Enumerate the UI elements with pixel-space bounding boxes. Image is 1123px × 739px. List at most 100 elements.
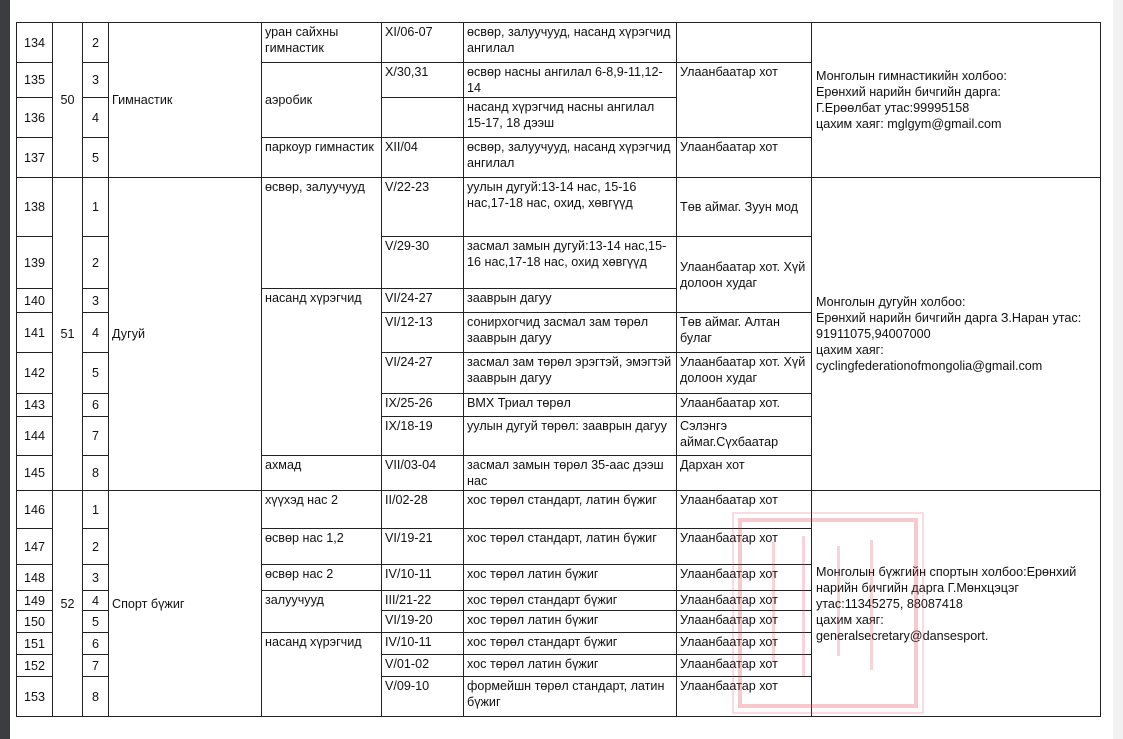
age-category: уран сайхны гимнастик bbox=[261, 22, 382, 63]
contact-line: Ерөнхий нарийн бичгийн дарга: bbox=[816, 85, 1001, 99]
federation-number: 50 bbox=[52, 22, 83, 178]
sub-number: 3 bbox=[82, 62, 109, 98]
competition-description: BMX Триал төрөл bbox=[463, 393, 677, 417]
competition-date: VI/19-21 bbox=[381, 528, 464, 565]
sub-number: 4 bbox=[82, 97, 109, 138]
age-category: өсвөр нас 2 bbox=[261, 564, 382, 591]
contact-line: Монголын дугуйн холбоо: bbox=[816, 295, 966, 309]
competition-schedule-table: 134 50 2 Гимнастик уран сайхны гимнастик XI/0… bbox=[16, 22, 1101, 717]
contact-line: Ерөнхий нарийн бичгийн дарга З.Наран ута… bbox=[816, 311, 1082, 325]
sub-number: 1 bbox=[82, 490, 109, 529]
age-category: залуучууд bbox=[261, 590, 382, 633]
competition-description: засмал замын дугуй:13-14 нас,15-16 нас,1… bbox=[463, 236, 677, 289]
row-number: 150 bbox=[16, 610, 53, 633]
competition-description: өсвөр, залуучууд, насанд хүрэгчид ангила… bbox=[463, 22, 677, 63]
sub-number: 2 bbox=[82, 528, 109, 565]
competition-description: өсвөр насны ангилал 6-8,9-11,12-14 bbox=[463, 62, 677, 98]
competition-location: Сэлэнгэ аймаг.Сүхбаатар bbox=[676, 416, 812, 456]
competition-date: XI/06-07 bbox=[381, 22, 464, 63]
sub-number: 3 bbox=[82, 564, 109, 591]
table-row: 147 2 өсвөр нас 1,2 VI/19-21 хос төрөл станд… bbox=[16, 528, 1101, 565]
competition-date: IX/18-19 bbox=[381, 416, 464, 456]
table-row: 146 52 1 Спорт бүжиг хүүхэд нас 2 II/02-28 хос… bbox=[16, 490, 1101, 717]
contact-line: утас:11345275, 88087418 bbox=[816, 596, 963, 611]
competition-location: Төв аймаг. Алтан булаг bbox=[676, 312, 812, 353]
age-category: насанд хүрэгчид bbox=[261, 288, 382, 456]
competition-description: сонирхогчид засмал зам төрөл зааврын даг… bbox=[463, 312, 677, 353]
row-number: 138 bbox=[16, 177, 53, 237]
age-category: өсвөр, залуучууд bbox=[261, 177, 382, 289]
federation-contact: Монголын дугуйн холбоо: Ерөнхий нарийн би… bbox=[811, 177, 1101, 491]
competition-location: Улаанбаатар хот bbox=[676, 610, 812, 633]
competition-date: VI/24-27 bbox=[381, 352, 464, 394]
competition-date: V/01-02 bbox=[381, 654, 464, 677]
competition-location: Улаанбаатар хот bbox=[676, 564, 812, 591]
competition-description: хос төрөл латин бүжиг bbox=[463, 654, 677, 677]
sub-number: 4 bbox=[82, 312, 109, 353]
competition-description: хос төрөл латин бүжиг bbox=[463, 564, 677, 591]
competition-location: Улаанбаатар хот bbox=[676, 632, 812, 655]
competition-location: Улаанбаатар хот bbox=[676, 528, 812, 565]
age-category: аэробик bbox=[261, 62, 382, 138]
sport-name: Дугуй bbox=[108, 177, 262, 491]
competition-date: VI/19-20 bbox=[381, 610, 464, 633]
viewer-left-edge bbox=[0, 0, 10, 739]
federation-number: 51 bbox=[52, 177, 83, 491]
sub-number: 3 bbox=[82, 288, 109, 313]
competition-date: III/21-22 bbox=[381, 590, 464, 611]
row-number: 136 bbox=[16, 97, 53, 138]
competition-date: V/22-23 bbox=[381, 177, 464, 237]
competition-date: V/29-30 bbox=[381, 236, 464, 289]
competition-date: II/02-28 bbox=[381, 490, 464, 529]
competition-date: IV/10-11 bbox=[381, 564, 464, 591]
competition-location: Төв аймаг. Зуун мод bbox=[676, 177, 812, 237]
competition-description: хос төрөл стандарт бүжиг bbox=[463, 590, 677, 611]
contact-line: цахим хаяг: bbox=[816, 612, 884, 627]
sub-number: 7 bbox=[82, 654, 109, 677]
contact-line: cyclingfederationofmongolia@gmail.com bbox=[816, 359, 1043, 373]
table-row: 141 4 VI/12-13 сонирхогчид засмал зам төрөл… bbox=[16, 312, 1101, 353]
contact-line: Г.Ерөөлбат утас:99995158 bbox=[816, 101, 970, 115]
competition-date: IV/10-11 bbox=[381, 632, 464, 655]
row-number: 149 bbox=[16, 590, 53, 611]
competition-description: засмал замын төрөл 35-аас дээш нас bbox=[463, 455, 677, 491]
contact-line: generalsecretary@dansesport. bbox=[816, 628, 989, 643]
table-row: 151 6 насанд хүрэгчид IV/10-11 хос төрөл ста… bbox=[16, 632, 1101, 717]
sub-number: 1 bbox=[82, 177, 109, 237]
competition-location: Улаанбаатар хот. bbox=[676, 393, 812, 417]
table-row: 148 3 өсвөр нас 2 IV/10-11 хос төрөл латин б… bbox=[16, 564, 1101, 591]
competition-description: өсвөр, залуучууд, насанд хүрэгчид ангила… bbox=[463, 137, 677, 178]
competition-date bbox=[381, 97, 464, 138]
competition-description: формейшн төрөл стандарт, латин бүжиг bbox=[463, 676, 677, 717]
table-row: 139 2 V/29-30 засмал замын дугуй:13-14 нас,… bbox=[16, 236, 1101, 313]
table-row: 136 4 насанд хүрэгчид насны ангилал 15-17,… bbox=[16, 97, 1101, 138]
sub-number: 8 bbox=[82, 455, 109, 491]
sub-number: 6 bbox=[82, 632, 109, 655]
competition-date: V/09-10 bbox=[381, 676, 464, 717]
table-row: 144 7 IX/18-19 уулын дугуй төрөл: зааврын д… bbox=[16, 416, 1101, 456]
contact-line: 91911075,94007000 bbox=[816, 327, 931, 341]
competition-description: хос төрөл латин бүжиг bbox=[463, 610, 677, 633]
sub-number: 4 bbox=[82, 590, 109, 611]
sub-number: 7 bbox=[82, 416, 109, 456]
competition-location: Дархан хот bbox=[676, 455, 812, 491]
contact-line: Монголын бүжгийн спортын холбоо:Ерөнхий bbox=[816, 564, 1077, 579]
sub-number: 5 bbox=[82, 352, 109, 394]
row-number: 143 bbox=[16, 393, 53, 417]
row-number: 141 bbox=[16, 312, 53, 353]
competition-location: Улаанбаатар хот. Хүй долоон худаг bbox=[676, 352, 812, 394]
competition-location bbox=[676, 22, 812, 63]
row-number: 146 bbox=[16, 490, 53, 529]
competition-location: Улаанбаатар хот bbox=[676, 590, 812, 611]
table-row: 149 4 залуучууд III/21-22 хос төрөл стандарт… bbox=[16, 590, 1101, 633]
competition-date: IX/25-26 bbox=[381, 393, 464, 417]
viewer-right-edge bbox=[1113, 0, 1123, 739]
table-row: 134 50 2 Гимнастик уран сайхны гимнастик XI/0… bbox=[16, 22, 1101, 178]
competition-date: X/30,31 bbox=[381, 62, 464, 98]
age-category: насанд хүрэгчид bbox=[261, 632, 382, 717]
row-number: 145 bbox=[16, 455, 53, 491]
age-category: ахмад bbox=[261, 455, 382, 491]
sport-name: Спорт бүжиг bbox=[108, 490, 262, 717]
row-number: 151 bbox=[16, 632, 53, 655]
contact-line: цахим хаяг: bbox=[816, 343, 884, 357]
